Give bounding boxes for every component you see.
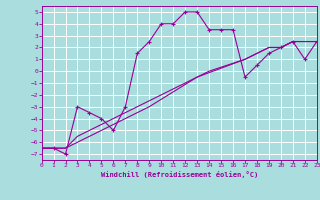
X-axis label: Windchill (Refroidissement éolien,°C): Windchill (Refroidissement éolien,°C)	[100, 171, 258, 178]
